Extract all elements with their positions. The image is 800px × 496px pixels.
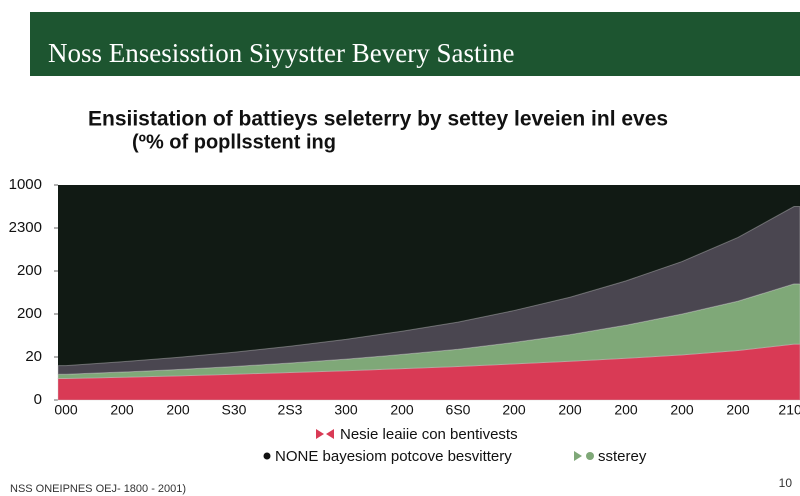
y-tick-label: 20	[25, 348, 42, 365]
legend-marker	[326, 429, 334, 439]
legend-label: NONE bayesiom potcove besvittery	[275, 448, 512, 465]
x-tick-label: 200	[670, 402, 694, 418]
footer-right: 10	[779, 476, 793, 490]
legend-marker	[586, 452, 594, 460]
x-tick-label: 300	[334, 402, 358, 418]
chart-title: Ensiistation of battieys seleterry by se…	[88, 108, 668, 131]
area	[57, 283, 800, 379]
legend-marker	[263, 452, 271, 460]
x-tick-label: 2100	[778, 402, 800, 418]
x-tick-label: 2S3	[278, 402, 303, 418]
chart-subtitle: (º% of popllsstent ing	[132, 131, 336, 153]
footer-left: NSS ONEIPNES OEJ- 1800 - 2001)	[10, 483, 186, 495]
x-tick-label: 6S0	[446, 402, 471, 418]
y-tick-label: 2300	[9, 219, 42, 236]
area	[57, 206, 800, 375]
x-tick-label: 000	[54, 402, 78, 418]
x-tick-label: 200	[110, 402, 134, 418]
y-tick-label: 200	[17, 262, 42, 279]
y-tick-label: 200	[17, 305, 42, 322]
y-tick-label: 0	[34, 391, 42, 408]
x-tick-label: S30	[222, 402, 247, 418]
x-tick-label: 200	[502, 402, 526, 418]
x-tick-label: 200	[166, 402, 190, 418]
legend-label: Nesie leaiie con bentivests	[340, 426, 518, 443]
legend-marker	[574, 451, 582, 461]
y-tick-label: 1000	[9, 176, 42, 193]
area	[57, 343, 800, 401]
x-tick-label: 200	[390, 402, 414, 418]
x-tick-label: 200	[726, 402, 750, 418]
legend-label: ssterey	[598, 448, 647, 465]
legend-marker	[316, 429, 324, 439]
x-tick-label: 200	[558, 402, 582, 418]
banner-bg	[30, 12, 800, 76]
banner-title: Noss Ensesisstion Siyystter Bevery Sasti…	[48, 38, 515, 68]
x-tick-label: 200	[614, 402, 638, 418]
